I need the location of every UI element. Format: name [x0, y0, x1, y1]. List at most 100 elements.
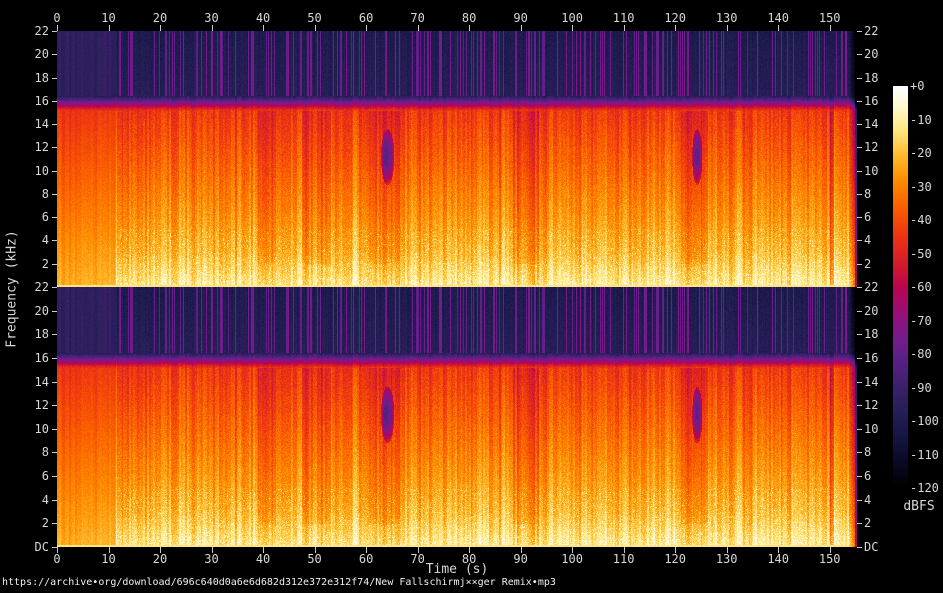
- freq-tick: [52, 78, 57, 79]
- x-axis-title: Time (s): [425, 562, 489, 577]
- time-tick: [314, 547, 316, 553]
- time-tick: [675, 25, 677, 31]
- freq-tick-label: 8: [864, 187, 872, 201]
- freq-tick-label: 10: [864, 422, 879, 436]
- freq-tick-label: 4: [41, 493, 49, 507]
- freq-dc-label: DC: [34, 540, 49, 554]
- freq-tick: [52, 240, 57, 241]
- time-tick-label: 30: [204, 552, 219, 566]
- time-tick: [211, 25, 213, 31]
- time-tick-label: 150: [818, 11, 841, 25]
- time-tick-label: 10: [101, 11, 116, 25]
- freq-tick-label: 2: [864, 516, 872, 530]
- time-tick-label: 50: [307, 11, 322, 25]
- freq-tick-dc: [857, 547, 862, 548]
- time-tick: [572, 25, 574, 31]
- freq-tick: [857, 334, 862, 335]
- freq-tick: [52, 405, 57, 406]
- colorbar-tick-label: -120: [910, 481, 939, 495]
- time-tick: [211, 547, 213, 553]
- freq-tick: [52, 358, 57, 359]
- freq-tick: [52, 429, 57, 430]
- freq-tick: [857, 287, 862, 288]
- time-tick-label: 110: [612, 552, 635, 566]
- colorbar-tick-label: -100: [910, 414, 939, 428]
- time-tick-label: 20: [152, 552, 168, 566]
- freq-tick: [857, 78, 862, 79]
- time-tick-label: 150: [818, 552, 841, 566]
- colorbar-tick-label: -60: [910, 280, 932, 294]
- time-tick: [263, 547, 265, 553]
- freq-tick: [52, 287, 57, 288]
- freq-tick-label: 12: [864, 398, 879, 412]
- colorbar-tick-label: -90: [910, 380, 932, 395]
- freq-tick-label: 14: [34, 375, 49, 389]
- time-tick: [778, 547, 780, 553]
- freq-tick: [52, 147, 57, 148]
- freq-tick: [857, 358, 862, 359]
- freq-tick: [857, 264, 862, 265]
- freq-tick: [857, 452, 862, 453]
- freq-tick: [52, 500, 57, 501]
- freq-tick: [857, 405, 862, 406]
- time-tick: [160, 25, 162, 31]
- colorbar-tick-label: -70: [910, 313, 932, 328]
- time-tick: [829, 547, 831, 553]
- freq-tick-label: 16: [34, 94, 49, 108]
- source-url-text: https://archive•org/download/696c640d0a6…: [2, 577, 556, 588]
- freq-tick-dc: [52, 547, 57, 548]
- freq-tick: [52, 264, 57, 265]
- freq-tick: [52, 194, 57, 195]
- freq-tick-label: 22: [34, 280, 49, 294]
- freq-tick: [857, 147, 862, 148]
- time-tick: [778, 25, 780, 31]
- freq-tick-label: 16: [864, 94, 879, 108]
- freq-tick-label: 18: [34, 71, 49, 85]
- freq-tick: [857, 54, 862, 55]
- freq-tick-label: 20: [34, 304, 49, 318]
- time-tick-label: 110: [612, 11, 635, 25]
- freq-tick-label: 20: [34, 47, 49, 61]
- freq-tick: [52, 523, 57, 524]
- time-tick: [108, 547, 110, 553]
- time-tick-label: 100: [561, 11, 583, 25]
- freq-tick-label: 12: [34, 398, 49, 412]
- colorbar-tick-label: -80: [910, 347, 932, 361]
- freq-tick: [52, 334, 57, 335]
- time-tick: [417, 547, 419, 553]
- freq-tick-label: 8: [41, 187, 49, 201]
- time-tick-label: 100: [561, 552, 583, 566]
- time-tick: [366, 547, 368, 553]
- freq-tick-label: 18: [34, 327, 49, 341]
- time-tick-label: 130: [715, 11, 738, 25]
- freq-tick: [857, 31, 862, 32]
- time-tick: [314, 25, 316, 31]
- freq-tick: [52, 54, 57, 55]
- freq-tick-label: 10: [864, 164, 879, 178]
- freq-tick-label: 2: [41, 257, 49, 271]
- time-tick: [623, 25, 625, 31]
- time-tick: [572, 547, 574, 553]
- freq-tick-label: 16: [34, 351, 49, 365]
- time-tick: [417, 25, 419, 31]
- freq-tick-label: 8: [41, 445, 49, 459]
- time-tick-label: 90: [513, 11, 528, 25]
- freq-tick: [52, 101, 57, 102]
- freq-tick-label: 14: [864, 117, 879, 131]
- time-tick-label: 140: [767, 11, 790, 25]
- freq-tick-label: 10: [34, 422, 49, 436]
- freq-tick: [857, 429, 862, 430]
- freq-tick-label: 2: [41, 516, 49, 530]
- freq-tick-label: 4: [864, 233, 872, 247]
- time-tick-label: 20: [152, 11, 168, 25]
- time-tick-label: 120: [664, 552, 686, 566]
- time-tick-label: 10: [101, 552, 116, 566]
- freq-tick-label: 6: [41, 469, 49, 483]
- freq-tick-label: 14: [34, 117, 49, 131]
- time-tick: [263, 25, 265, 31]
- spectrogram-channel-1: [57, 31, 857, 287]
- freq-tick-label: 4: [864, 493, 872, 507]
- freq-tick: [52, 452, 57, 453]
- freq-tick: [52, 31, 57, 32]
